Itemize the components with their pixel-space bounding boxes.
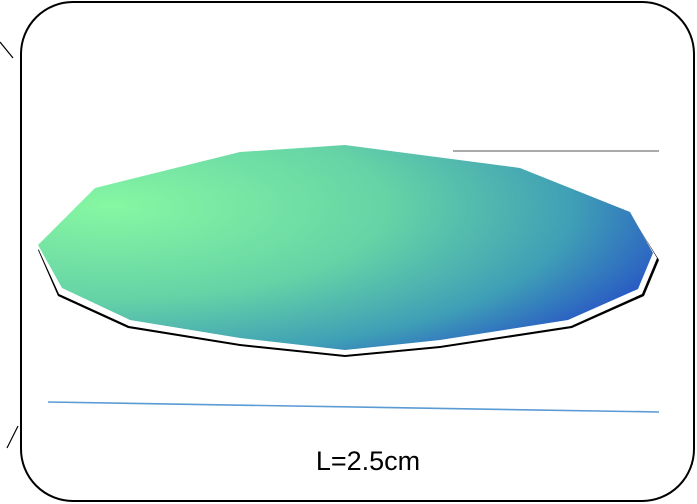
scale-line (47, 401, 660, 413)
scale-label: L=2.5cm (316, 446, 420, 476)
edge-mark (0, 41, 14, 59)
ellipsoid (38, 145, 653, 350)
edge-mark (6, 425, 19, 449)
frame (20, 1, 695, 502)
